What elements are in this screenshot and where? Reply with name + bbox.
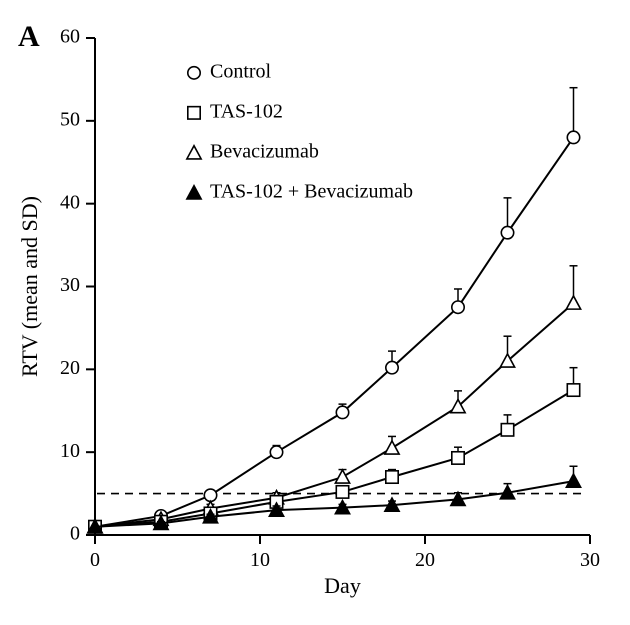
series-control: [89, 88, 580, 533]
svg-text:10: 10: [250, 549, 270, 571]
legend-label: TAS-102: [210, 100, 283, 122]
series-tas-102-bevacizumab: [88, 466, 581, 533]
rtv-line-chart: 0 10 20 30 40 50 60 0 10 20 30 Day RTV (mean and SD)…: [0, 0, 630, 625]
svg-text:30: 30: [580, 549, 600, 571]
svg-text:60: 60: [60, 26, 80, 48]
svg-text:20: 20: [60, 357, 80, 379]
svg-text:40: 40: [60, 191, 80, 213]
legend-label: Bevacizumab: [210, 140, 319, 162]
svg-text:0: 0: [90, 549, 100, 571]
legend-label: TAS-102 + Bevacizumab: [210, 180, 413, 202]
svg-text:0: 0: [70, 523, 80, 545]
svg-text:30: 30: [60, 274, 80, 296]
legend-label: Control: [210, 60, 272, 82]
svg-text:50: 50: [60, 108, 80, 130]
svg-text:20: 20: [415, 549, 435, 571]
x-axis-label: Day: [324, 573, 361, 598]
panel-label: A: [18, 20, 40, 54]
y-axis-label: RTV (mean and SD): [17, 196, 42, 377]
legend: Control TAS-102 Bevacizumab TAS-102 + Bevac…: [187, 60, 413, 202]
svg-text:10: 10: [60, 440, 80, 462]
chart-container: A 0 10 20 30 40 50 60 0 10 20 30 Day RTV (mean and S…: [0, 0, 630, 625]
